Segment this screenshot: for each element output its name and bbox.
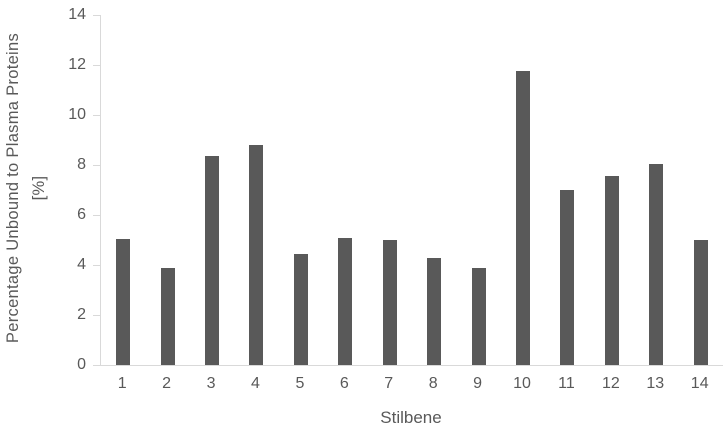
y-tick-mark <box>93 115 101 116</box>
y-tick-label: 14 <box>68 6 86 23</box>
x-tick-label: 12 <box>601 375 620 392</box>
bar-series <box>101 15 723 365</box>
x-tick-label: 9 <box>473 375 483 392</box>
y-tick-label: 6 <box>77 206 86 223</box>
x-tick-label: 5 <box>295 375 305 392</box>
bar-slot <box>678 15 722 365</box>
bar-slot <box>279 15 323 365</box>
x-tick-label: 14 <box>690 375 709 392</box>
bar-slot <box>145 15 189 365</box>
y-tick-label: 12 <box>68 56 86 73</box>
y-tick-label: 2 <box>77 306 86 323</box>
y-tick-mark <box>93 65 101 66</box>
bar <box>382 240 397 365</box>
y-tick-label: 0 <box>77 356 86 373</box>
bar-slot <box>101 15 145 365</box>
x-axis-labels: 1 2 3 4 5 6 7 8 9 10 11 12 13 14 <box>100 374 722 394</box>
bar <box>427 257 442 365</box>
x-tick-label: 11 <box>558 375 575 392</box>
y-tick-label: 8 <box>77 156 86 173</box>
x-tick-label: 13 <box>646 375 665 392</box>
y-tick-label: 4 <box>77 256 86 273</box>
x-tick-label: 10 <box>513 375 531 392</box>
bar-slot <box>634 15 678 365</box>
bar <box>471 267 486 365</box>
bar <box>160 267 175 365</box>
y-tick-mark <box>93 15 101 16</box>
bar-slot <box>234 15 278 365</box>
y-tick-label: 10 <box>68 106 86 123</box>
bar <box>249 145 264 365</box>
x-tick-label: 1 <box>117 375 127 392</box>
bar <box>560 190 575 365</box>
y-tick-mark <box>93 215 101 216</box>
x-tick-label: 6 <box>339 375 349 392</box>
plot-area <box>100 15 723 366</box>
bar <box>604 176 619 365</box>
bar <box>116 238 131 365</box>
y-tick-mark <box>93 365 101 366</box>
x-tick-label: 3 <box>206 375 216 392</box>
bar-slot <box>412 15 456 365</box>
bar <box>293 253 308 365</box>
bar-slot <box>545 15 589 365</box>
y-tick-mark <box>93 265 101 266</box>
bar <box>693 240 708 365</box>
bar-slot <box>501 15 545 365</box>
y-tick-mark <box>93 315 101 316</box>
y-tick-mark <box>93 165 101 166</box>
bar-slot <box>368 15 412 365</box>
x-axis-title: Stilbene <box>380 408 442 427</box>
bar <box>649 163 664 365</box>
bar <box>205 156 220 365</box>
bar-slot <box>190 15 234 365</box>
bar <box>338 237 353 365</box>
bar <box>516 71 530 365</box>
bar-slot <box>590 15 634 365</box>
x-tick-label: 2 <box>162 375 172 392</box>
bar-slot <box>456 15 500 365</box>
x-tick-label: 8 <box>428 375 438 392</box>
x-tick-label: 4 <box>251 375 260 392</box>
x-tick-label: 7 <box>384 375 394 392</box>
bar-slot <box>323 15 367 365</box>
